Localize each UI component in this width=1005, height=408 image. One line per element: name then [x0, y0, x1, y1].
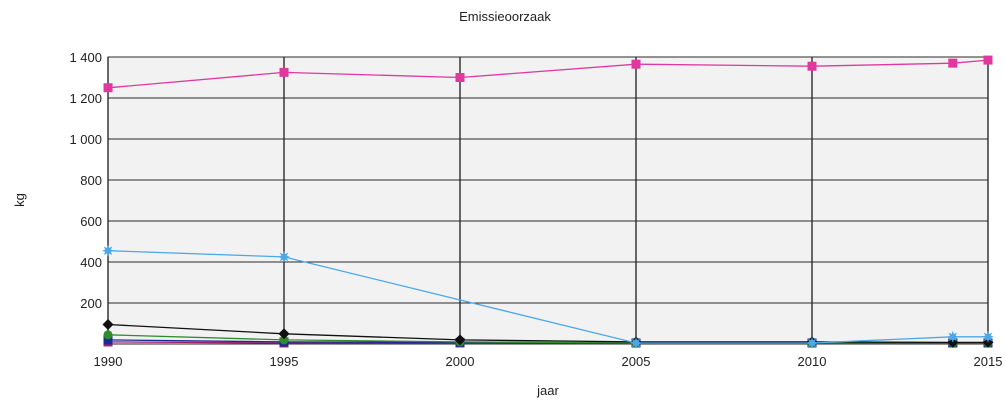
data-point: [948, 58, 958, 68]
y-tick-label: 800: [80, 173, 102, 188]
data-point: [279, 335, 289, 345]
y-tick-label: 200: [80, 296, 102, 311]
series-group: [102, 244, 994, 349]
data-point: [983, 55, 993, 65]
x-tick-label: 2000: [446, 354, 475, 369]
plot-area: [108, 57, 988, 344]
chart-title: Emissieoorzaak: [459, 9, 551, 24]
data-point: [278, 250, 290, 263]
data-point: [631, 59, 641, 69]
data-point: [806, 337, 818, 349]
data-point: [807, 61, 817, 71]
x-tick-label: 2015: [974, 354, 1003, 369]
axis-ticks: 200 400 600 800 1 000 1 200 1 400 1990 1995 2000 2…: [69, 50, 1002, 369]
y-tick-label: 1 000: [69, 132, 102, 147]
x-tick-label: 2005: [622, 354, 651, 369]
x-tick-label: 1995: [270, 354, 299, 369]
data-point: [454, 334, 466, 346]
x-axis-title: jaar: [536, 383, 559, 398]
x-tick-label: 2010: [798, 354, 827, 369]
data-point: [982, 330, 994, 343]
y-tick-label: 1 200: [69, 91, 102, 106]
series-layer: [102, 55, 994, 349]
y-axis-title: kg: [12, 193, 27, 207]
data-point: [103, 330, 113, 340]
data-point: [279, 67, 289, 77]
x-tick-label: 1990: [94, 354, 123, 369]
grid: [107, 56, 989, 345]
data-point: [278, 328, 290, 340]
series-group: [103, 55, 993, 93]
y-tick-label: 400: [80, 255, 102, 270]
plot-border: [107, 56, 989, 345]
data-point: [103, 335, 113, 345]
data-point: [455, 73, 465, 82]
y-tick-label: 1 400: [69, 50, 102, 65]
data-point: [103, 83, 113, 93]
data-point: [630, 337, 642, 349]
data-point: [102, 319, 114, 331]
y-tick-label: 600: [80, 214, 102, 229]
data-point: [102, 244, 114, 257]
data-point: [946, 330, 959, 343]
